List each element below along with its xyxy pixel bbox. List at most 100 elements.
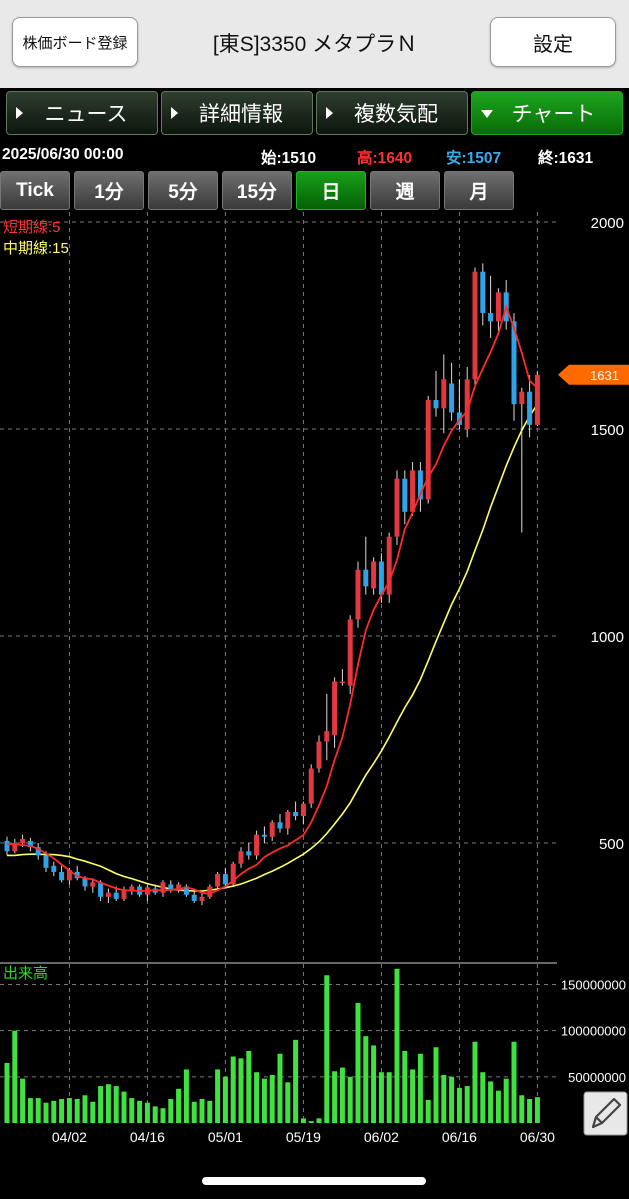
volume-bar	[339, 1067, 345, 1123]
candle-body	[519, 391, 525, 405]
candle	[316, 735, 322, 773]
settings-button[interactable]: 設定	[490, 17, 616, 67]
tab-label: 詳細情報	[199, 103, 283, 126]
current-price-tag: 1631	[558, 364, 629, 385]
candle-body	[527, 391, 533, 425]
volume-bar	[277, 1053, 283, 1123]
home-indicator	[202, 1177, 426, 1185]
candle-body	[230, 863, 236, 885]
date-tick-label: 04/16	[130, 1129, 165, 1145]
volume-bar	[152, 1106, 158, 1123]
tab-news[interactable]: ニュース	[6, 91, 158, 135]
volume-bar	[511, 1041, 517, 1123]
candle-body	[308, 768, 314, 804]
candle	[464, 366, 470, 438]
candle-body	[378, 561, 384, 595]
volume-bar	[183, 1069, 189, 1123]
candle-body	[441, 379, 447, 409]
tab-quotes[interactable]: 複数気配	[316, 91, 468, 135]
candle	[449, 362, 455, 421]
volume-bar	[98, 1086, 104, 1123]
tab-chart[interactable]: チャート	[471, 91, 623, 135]
open-value: 1510	[281, 150, 317, 167]
candle-body	[113, 892, 119, 899]
candle-body	[472, 271, 478, 380]
range-monthly-button[interactable]: 月	[444, 171, 514, 210]
candle	[534, 371, 540, 427]
drawing-tool-button[interactable]	[583, 1091, 628, 1136]
date-axis: 04/02 04/16 05/01 05/19 06/02 06/16 06/30	[52, 1129, 555, 1145]
candle-body	[160, 882, 166, 893]
candle-body	[59, 871, 65, 881]
range-weekly-button[interactable]: 週	[370, 171, 440, 210]
tab-details[interactable]: 詳細情報	[161, 91, 313, 135]
volume-bar	[246, 1050, 252, 1123]
volume-bar	[417, 1053, 423, 1123]
candle	[59, 865, 65, 883]
volume-bar	[4, 1062, 10, 1123]
candle	[215, 871, 221, 891]
candle	[480, 263, 486, 326]
volume-bar	[144, 1102, 150, 1123]
high-label: 高:	[357, 150, 378, 167]
candle-body	[324, 731, 330, 742]
candle-body	[168, 884, 174, 891]
range-15min-button[interactable]: 15分	[222, 171, 292, 210]
register-board-button[interactable]: 株価ボード登録	[12, 17, 138, 67]
dropdown-arrow-icon	[481, 110, 493, 118]
volume-bar	[464, 1086, 470, 1123]
volume-bar	[137, 1100, 143, 1123]
price-tick-label: 1500	[591, 422, 624, 439]
candle-body	[332, 681, 338, 736]
volume-bar	[300, 1118, 306, 1123]
candle	[27, 838, 33, 852]
date-tick-label: 06/30	[520, 1129, 555, 1145]
candle-body	[35, 847, 41, 856]
tab-label: チャート	[511, 103, 596, 126]
date-tick-label: 05/19	[286, 1129, 321, 1145]
range-1min-button[interactable]: 1分	[74, 171, 144, 210]
volume-axis: 150000000 100000000 50000000	[561, 977, 626, 1084]
candle-body	[495, 292, 501, 322]
volume-bar	[176, 1088, 182, 1123]
candle-body	[199, 896, 205, 901]
volume-bar	[160, 1108, 166, 1123]
range-daily-button[interactable]: 日	[296, 171, 366, 210]
candle-body	[417, 470, 423, 500]
candle	[176, 882, 182, 893]
quote-low: 安:1507	[446, 146, 501, 167]
candle-body	[98, 882, 104, 897]
candle	[324, 693, 330, 761]
candle-body	[464, 379, 470, 429]
range-5min-button[interactable]: 5分	[148, 171, 218, 210]
candle	[160, 880, 166, 897]
volume-bar	[456, 1087, 462, 1123]
range-tick-button[interactable]: Tick	[0, 171, 70, 210]
volume-tick-label: 150000000	[561, 977, 626, 992]
volume-bar	[534, 1097, 540, 1123]
candle	[417, 462, 423, 512]
volume-bar	[168, 1098, 174, 1123]
candle	[277, 814, 283, 833]
volume-bar	[449, 1076, 455, 1123]
candle	[394, 470, 400, 545]
volume-bar	[433, 1047, 439, 1123]
volume-bar	[378, 1072, 384, 1123]
candle	[425, 395, 431, 504]
candle	[433, 371, 439, 417]
candle-body	[254, 834, 260, 856]
volume-bar	[519, 1095, 525, 1123]
candle	[43, 851, 49, 872]
date-tick-label: 04/02	[52, 1129, 87, 1145]
volume-label: 出来高	[3, 965, 48, 982]
volume-bar	[35, 1098, 41, 1123]
candle	[230, 861, 236, 887]
page-title: [東S]3350 メタプラＮ	[212, 33, 418, 56]
volume-tick-label: 100000000	[561, 1024, 626, 1039]
candle	[269, 820, 275, 841]
candle	[293, 801, 299, 821]
legend-sma15: 中期線:15	[3, 240, 69, 257]
candle	[371, 557, 377, 595]
volume-bar	[472, 1041, 478, 1123]
